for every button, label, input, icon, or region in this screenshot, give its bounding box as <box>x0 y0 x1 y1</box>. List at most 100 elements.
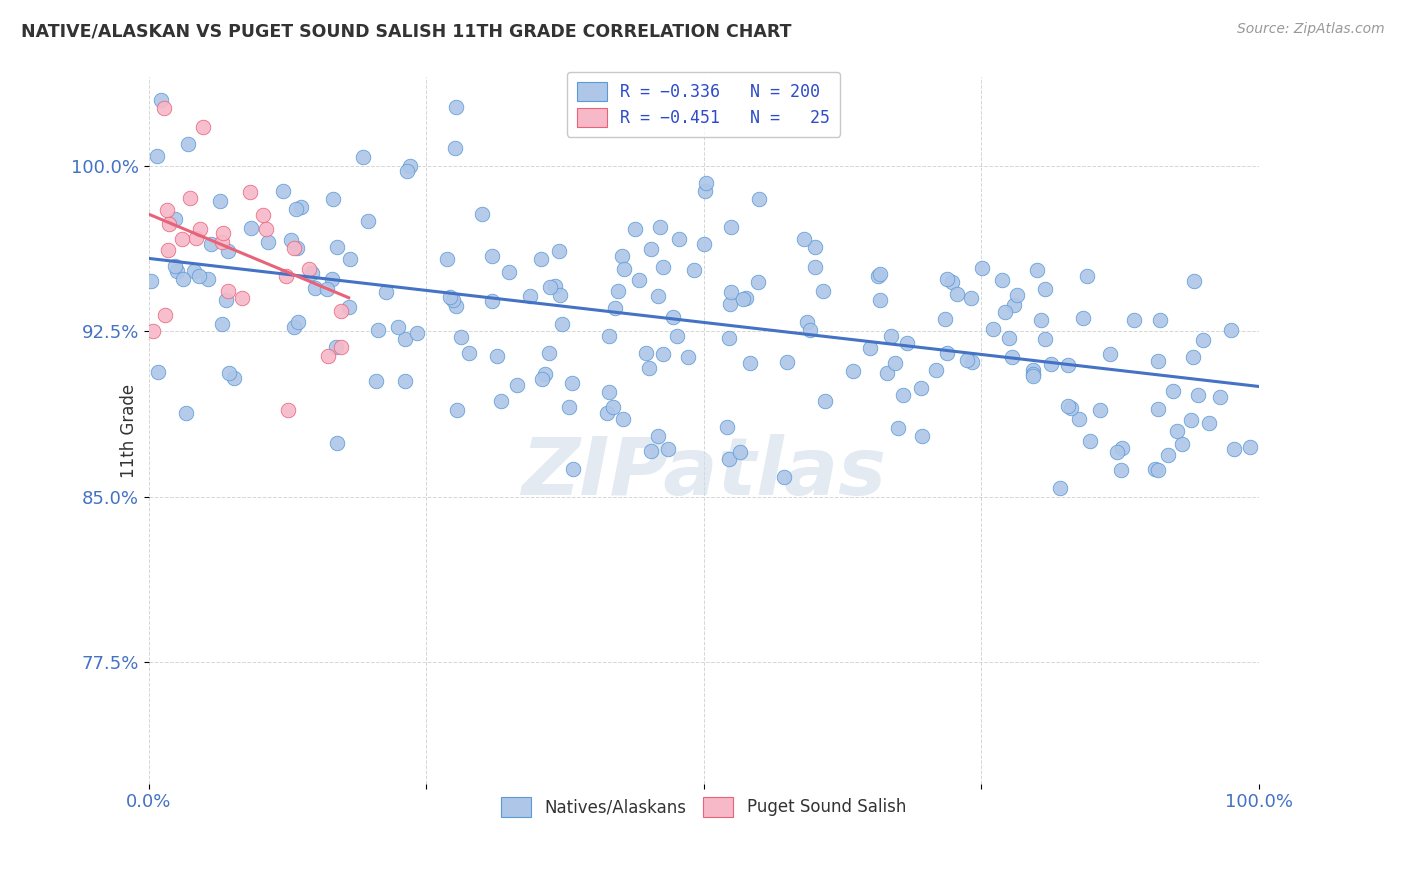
Point <box>662 310 685 325</box>
Point <box>960 291 983 305</box>
Point <box>799 322 821 336</box>
Point <box>367 323 389 337</box>
Point <box>139 274 162 288</box>
Point <box>640 444 662 458</box>
Point <box>612 261 634 276</box>
Point <box>676 351 699 365</box>
Point <box>869 293 891 307</box>
Legend: Natives/Alaskans, Puget Sound Salish: Natives/Alaskans, Puget Sound Salish <box>494 789 914 825</box>
Point <box>638 361 661 376</box>
Point <box>1157 449 1180 463</box>
Point <box>1209 391 1232 405</box>
Point <box>1057 359 1080 373</box>
Point <box>1149 313 1171 327</box>
Point <box>166 264 188 278</box>
Point <box>551 318 574 332</box>
Point <box>773 469 796 483</box>
Point <box>695 176 717 190</box>
Point <box>208 194 231 208</box>
Point <box>1029 313 1052 327</box>
Point <box>1056 399 1078 413</box>
Point <box>925 363 948 377</box>
Point <box>665 328 688 343</box>
Point <box>804 260 827 275</box>
Point <box>239 185 262 199</box>
Point <box>231 291 253 305</box>
Point <box>1111 442 1133 456</box>
Point <box>304 281 326 295</box>
Point <box>1146 462 1168 476</box>
Point <box>1080 434 1102 448</box>
Point <box>240 221 263 235</box>
Point <box>152 101 174 115</box>
Point <box>538 346 561 360</box>
Point <box>256 235 278 250</box>
Point <box>994 305 1017 319</box>
Point <box>284 202 307 217</box>
Point <box>444 299 467 313</box>
Point <box>1026 263 1049 277</box>
Point <box>211 226 233 240</box>
Point <box>911 429 934 443</box>
Point <box>1166 424 1188 438</box>
Point <box>444 141 467 155</box>
Point <box>934 312 956 326</box>
Point <box>598 384 620 399</box>
Point <box>457 346 479 360</box>
Point <box>716 419 738 434</box>
Point <box>562 462 585 476</box>
Point <box>157 217 180 231</box>
Point <box>217 244 239 259</box>
Point <box>177 137 200 152</box>
Point <box>394 375 416 389</box>
Point <box>538 279 561 293</box>
Point <box>172 272 194 286</box>
Point <box>814 393 837 408</box>
Point <box>530 252 553 266</box>
Point <box>1067 411 1090 425</box>
Point <box>647 288 669 302</box>
Point <box>149 93 172 107</box>
Point <box>946 287 969 301</box>
Point <box>498 265 520 279</box>
Point <box>352 150 374 164</box>
Point <box>283 241 305 255</box>
Point <box>1001 350 1024 364</box>
Point <box>868 269 890 284</box>
Point <box>1099 346 1122 360</box>
Point <box>287 315 309 329</box>
Point <box>1146 401 1168 416</box>
Point <box>1171 437 1194 451</box>
Point <box>651 260 673 274</box>
Point <box>325 240 347 254</box>
Point <box>187 269 209 284</box>
Point <box>339 252 361 266</box>
Point <box>796 315 818 329</box>
Point <box>156 202 179 217</box>
Point <box>285 241 308 255</box>
Point <box>891 387 914 401</box>
Point <box>1223 442 1246 457</box>
Point <box>184 231 207 245</box>
Point <box>728 444 751 458</box>
Point <box>842 364 865 378</box>
Point <box>887 420 910 434</box>
Point <box>651 347 673 361</box>
Point <box>627 273 650 287</box>
Point <box>1239 440 1261 454</box>
Point <box>544 279 567 293</box>
Point <box>486 349 509 363</box>
Point <box>217 285 239 299</box>
Point <box>1181 350 1204 364</box>
Point <box>606 285 628 299</box>
Point <box>1071 310 1094 325</box>
Point <box>146 365 169 379</box>
Point <box>337 300 360 314</box>
Point <box>1022 369 1045 384</box>
Point <box>718 297 741 311</box>
Point <box>657 442 679 457</box>
Point <box>624 222 647 236</box>
Text: Source: ZipAtlas.com: Source: ZipAtlas.com <box>1237 22 1385 37</box>
Point <box>941 275 963 289</box>
Point <box>910 381 932 395</box>
